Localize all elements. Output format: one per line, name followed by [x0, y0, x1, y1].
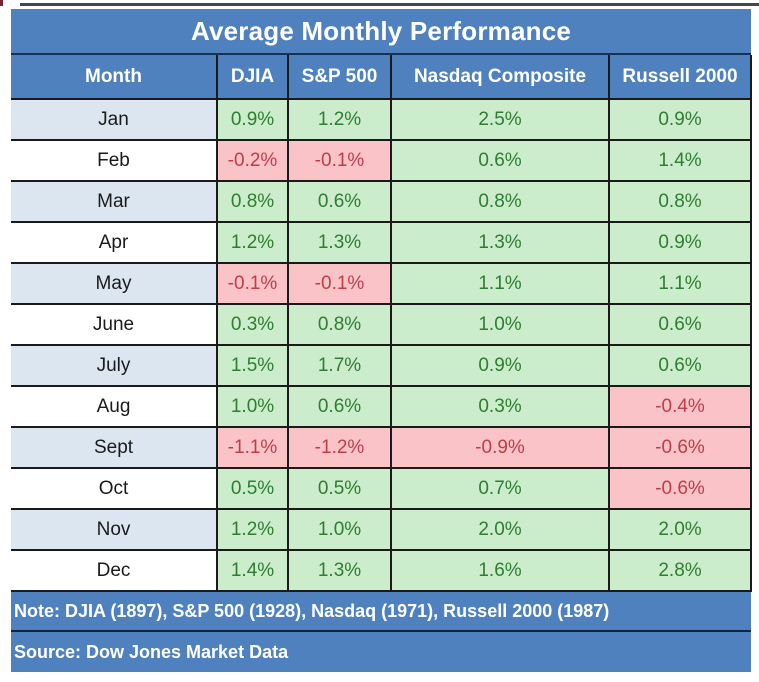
value-cell: 1.5% — [216, 344, 288, 387]
corner-artifact — [0, 0, 3, 6]
value-cell: 1.1% — [390, 262, 609, 305]
value-cell: 2.0% — [608, 508, 752, 551]
table-row: Sept -1.1% -1.2% -0.9% -0.6% — [11, 426, 752, 469]
value-cell: 1.3% — [287, 549, 391, 592]
column-header-russell: Russell 2000 — [608, 55, 752, 100]
value-cell: 0.6% — [287, 180, 391, 223]
value-cell: 1.0% — [216, 385, 288, 428]
table-row: Oct 0.5% 0.5% 0.7% -0.6% — [11, 467, 752, 510]
value-cell: 0.6% — [390, 139, 609, 182]
month-cell: Sept — [11, 426, 217, 469]
value-cell: -0.6% — [608, 426, 752, 469]
value-cell: 1.2% — [216, 508, 288, 551]
value-cell: 0.6% — [287, 385, 391, 428]
value-cell: 0.8% — [287, 303, 391, 346]
value-cell: -0.9% — [390, 426, 609, 469]
month-cell: Oct — [11, 467, 217, 510]
value-cell: -0.1% — [287, 139, 391, 182]
column-header-nasdaq: Nasdaq Composite — [390, 55, 609, 100]
value-cell: 1.2% — [287, 98, 391, 141]
value-cell: 0.3% — [390, 385, 609, 428]
value-cell: 1.3% — [287, 221, 391, 264]
table-row: Aug 1.0% 0.6% 0.3% -0.4% — [11, 385, 752, 428]
value-cell: 0.3% — [216, 303, 288, 346]
value-cell: 1.1% — [608, 262, 752, 305]
value-cell: 0.5% — [216, 467, 288, 510]
table-title: Average Monthly Performance — [11, 9, 751, 55]
value-cell: 0.9% — [608, 98, 752, 141]
value-cell: -0.2% — [216, 139, 288, 182]
value-cell: 1.4% — [608, 139, 752, 182]
value-cell: 1.4% — [216, 549, 288, 592]
month-cell: Aug — [11, 385, 217, 428]
value-cell: 1.3% — [390, 221, 609, 264]
value-cell: 0.9% — [390, 344, 609, 387]
table-row: Feb -0.2% -0.1% 0.6% 1.4% — [11, 139, 752, 182]
value-cell: 2.0% — [390, 508, 609, 551]
value-cell: 0.7% — [390, 467, 609, 510]
value-cell: 0.6% — [608, 344, 752, 387]
value-cell: 2.5% — [390, 98, 609, 141]
month-cell: Apr — [11, 221, 217, 264]
note-text: Note: DJIA (1897), S&P 500 (1928), Nasda… — [11, 592, 751, 632]
month-cell: July — [11, 344, 217, 387]
table-header-row: Month DJIA S&P 500 Nasdaq Composite Russ… — [11, 55, 752, 100]
value-cell: 1.0% — [390, 303, 609, 346]
value-cell: -0.4% — [608, 385, 752, 428]
performance-table-panel: Average Monthly Performance Month DJIA S… — [11, 9, 752, 672]
value-cell: 0.6% — [608, 303, 752, 346]
value-cell: -0.1% — [287, 262, 391, 305]
value-cell: 0.8% — [216, 180, 288, 223]
value-cell: 1.2% — [216, 221, 288, 264]
table-row: Dec 1.4% 1.3% 1.6% 2.8% — [11, 549, 752, 592]
month-cell: Dec — [11, 549, 217, 592]
month-cell: Mar — [11, 180, 217, 223]
column-header-month: Month — [11, 55, 217, 100]
value-cell: 0.8% — [390, 180, 609, 223]
column-header-sp500: S&P 500 — [287, 55, 391, 100]
screen-edge-artifact — [20, 3, 759, 6]
source-text: Source: Dow Jones Market Data — [11, 632, 751, 672]
table-row: June 0.3% 0.8% 1.0% 0.6% — [11, 303, 752, 346]
month-cell: Jan — [11, 98, 217, 141]
column-header-djia: DJIA — [216, 55, 288, 100]
table-row: July 1.5% 1.7% 0.9% 0.6% — [11, 344, 752, 387]
value-cell: 0.5% — [287, 467, 391, 510]
month-cell: Nov — [11, 508, 217, 551]
table-row: Jan 0.9% 1.2% 2.5% 0.9% — [11, 98, 752, 141]
value-cell: 1.6% — [390, 549, 609, 592]
value-cell: 0.9% — [216, 98, 288, 141]
value-cell: -0.6% — [608, 467, 752, 510]
table-row: May -0.1% -0.1% 1.1% 1.1% — [11, 262, 752, 305]
table-body: Jan 0.9% 1.2% 2.5% 0.9% Feb -0.2% -0.1% 0.6% 1.4%… — [11, 98, 752, 592]
month-cell: May — [11, 262, 217, 305]
month-cell: June — [11, 303, 217, 346]
value-cell: 2.8% — [608, 549, 752, 592]
value-cell: -0.1% — [216, 262, 288, 305]
table-row: Apr 1.2% 1.3% 1.3% 0.9% — [11, 221, 752, 264]
value-cell: 0.8% — [608, 180, 752, 223]
table-row: Mar 0.8% 0.6% 0.8% 0.8% — [11, 180, 752, 223]
value-cell: 0.9% — [608, 221, 752, 264]
table-row: Nov 1.2% 1.0% 2.0% 2.0% — [11, 508, 752, 551]
value-cell: 1.0% — [287, 508, 391, 551]
monthly-performance-table: Month DJIA S&P 500 Nasdaq Composite Russ… — [11, 55, 752, 592]
value-cell: 1.7% — [287, 344, 391, 387]
value-cell: -1.2% — [287, 426, 391, 469]
value-cell: -1.1% — [216, 426, 288, 469]
month-cell: Feb — [11, 139, 217, 182]
